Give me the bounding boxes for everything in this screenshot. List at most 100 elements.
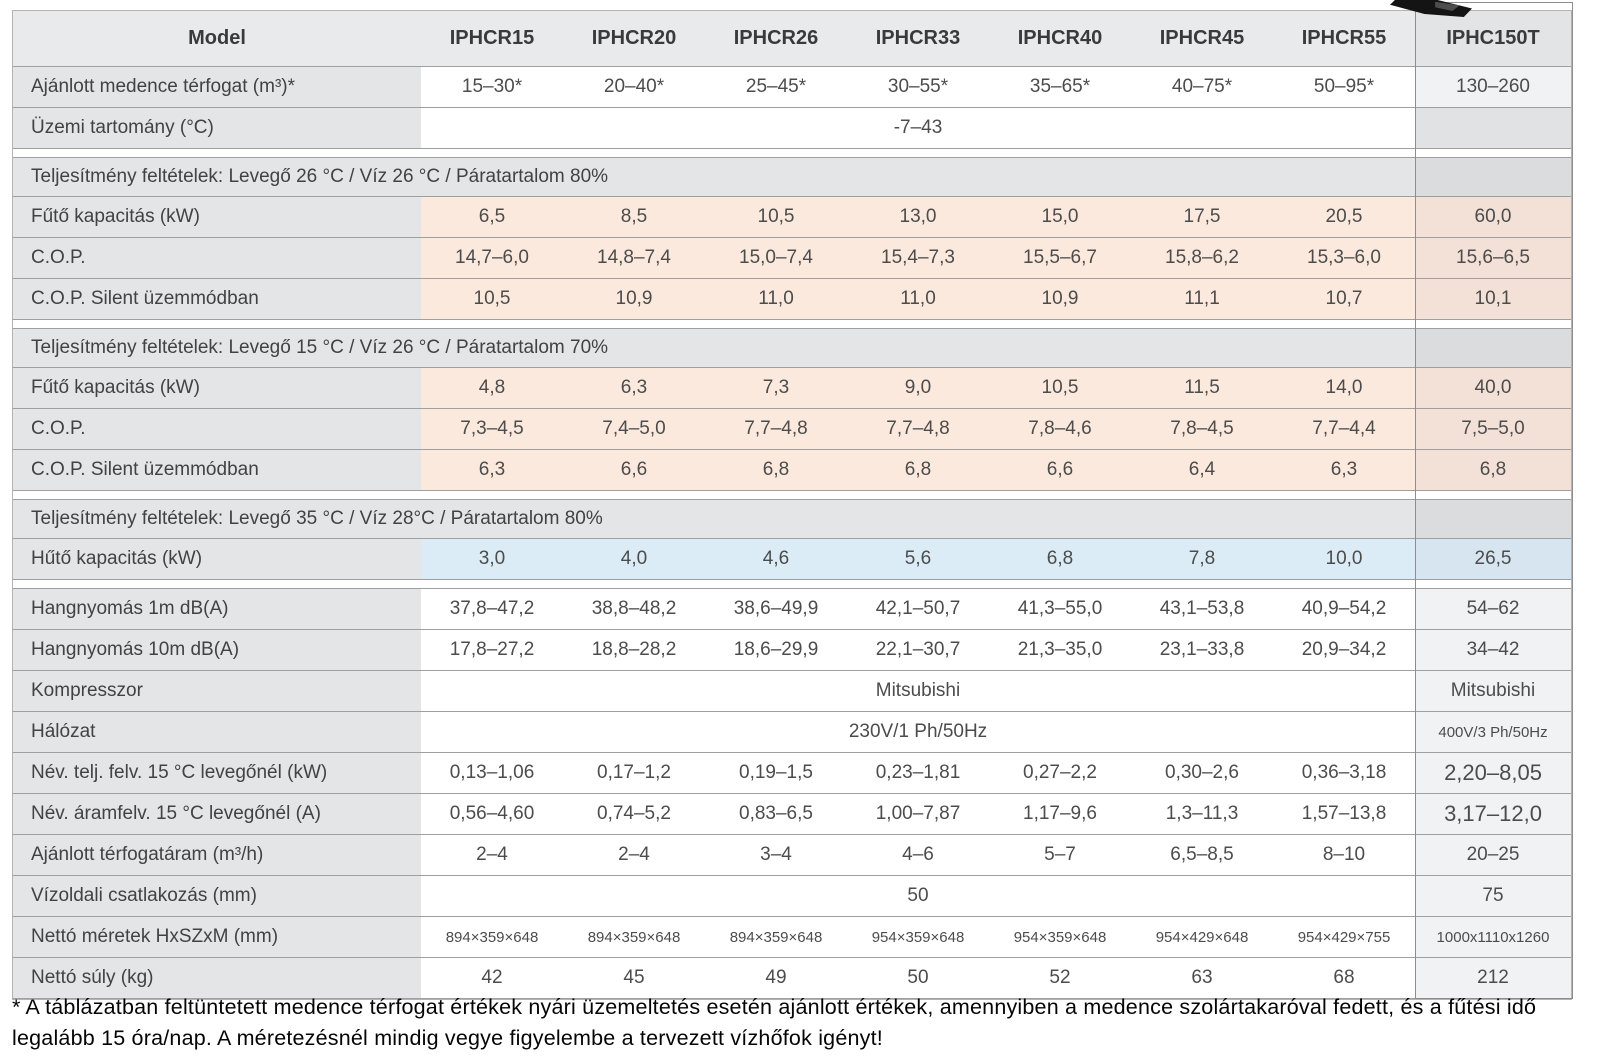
row-value: 6,4 [1131,450,1273,490]
row-value: 7,8 [1131,539,1273,579]
row-value: 15,0 [989,197,1131,237]
row-value: 17,5 [1131,197,1273,237]
row-value: 68 [1273,958,1415,998]
table-row: Kompresszor Mitsubishi Mitsubishi [13,671,1571,712]
row-value: 10,5 [421,279,563,319]
row-value: 15,8–6,2 [1131,238,1273,278]
row-label: Kompresszor [13,671,421,711]
table-row: Név. áramfelv. 15 °C levegőnél (A) 0,56–4… [13,794,1571,835]
row-value-iphc150t: 10,1 [1415,279,1571,319]
row-value: 41,3–55,0 [989,589,1131,629]
row-label: C.O.P. [13,409,421,449]
section-gap [13,580,1571,589]
row-value-iphc150t: 54–62 [1415,589,1571,629]
row-value: 43,1–53,8 [1131,589,1273,629]
row-value: 954×359×648 [989,917,1131,957]
row-value: 17,8–27,2 [421,630,563,670]
row-value: 42,1–50,7 [847,589,989,629]
column-header-iphc150t: IPHC150T [1415,11,1571,66]
row-label: Ajánlott térfogatáram (m³/h) [13,835,421,875]
row-value: 2–4 [421,835,563,875]
row-value: 1,3–11,3 [1131,794,1273,834]
column-header-iphcr33: IPHCR33 [847,11,989,66]
row-value: 21,3–35,0 [989,630,1131,670]
row-label: Fűtő kapacitás (kW) [13,368,421,408]
section-gap [13,149,1571,158]
table-row: Név. telj. felv. 15 °C levegőnél (kW) 0,1… [13,753,1571,794]
row-span-value: 230V/1 Ph/50Hz [421,712,1415,752]
row-value-iphc150t: 3,17–12,0 [1415,794,1571,834]
row-value: 5–7 [989,835,1131,875]
row-value: 0,17–1,2 [563,753,705,793]
row-value: 20–40* [563,67,705,107]
section-header-lastcol [1415,158,1571,196]
row-value: 5,6 [847,539,989,579]
row-value: 14,7–6,0 [421,238,563,278]
row-value-iphc150t: 15,6–6,5 [1415,238,1571,278]
row-value: 954×429×755 [1273,917,1415,957]
row-value: 50 [847,958,989,998]
row-value: 15,4–7,3 [847,238,989,278]
table-row: Ajánlott medence térfogat (m³)* 15–30* 20–… [13,67,1571,108]
column-header-model: Model [13,11,421,66]
row-label: Vízoldali csatlakozás (mm) [13,876,421,916]
row-value: 11,0 [705,279,847,319]
row-value: 6,3 [563,368,705,408]
row-value: 11,5 [1131,368,1273,408]
table-row: Hűtő kapacitás (kW) 3,0 4,0 4,6 5,6 6,8 7,8 10,… [13,539,1571,580]
table-row: Üzemi tartomány (°C) -7–43 [13,108,1571,149]
section-gap [13,320,1571,329]
section-header-lastcol [1415,500,1571,538]
row-value: 15,3–6,0 [1273,238,1415,278]
row-value: 11,0 [847,279,989,319]
section-header-lastcol [1415,329,1571,367]
row-value-iphc150t: Mitsubishi [1415,671,1571,711]
row-value: 40–75* [1131,67,1273,107]
row-label: Ajánlott medence térfogat (m³)* [13,67,421,107]
table-row: Nettó súly (kg) 42 45 49 50 52 63 68 212 [13,958,1571,999]
row-value: 25–45* [705,67,847,107]
row-value: 23,1–33,8 [1131,630,1273,670]
row-value: 6,8 [989,539,1131,579]
table-row: C.O.P. 7,3–4,5 7,4–5,0 7,7–4,8 7,7–4,8 7,8–4,… [13,409,1571,450]
row-value: 4,0 [563,539,705,579]
table-row: Ajánlott térfogatáram (m³/h) 2–4 2–4 3–4 4–6… [13,835,1571,876]
column-header-iphcr26: IPHCR26 [705,11,847,66]
row-value: 9,0 [847,368,989,408]
row-value: 35–65* [989,67,1131,107]
row-value: 0,27–2,2 [989,753,1131,793]
row-value: 10,9 [989,279,1131,319]
row-value: 0,19–1,5 [705,753,847,793]
table-row: Nettó méretek HxSZxM (mm) 894×359×648 894×… [13,917,1571,958]
row-value: 8,5 [563,197,705,237]
section-header-label: Teljesítmény feltételek: Levegő 35 °C / … [13,500,1415,538]
row-value: 7,8–4,6 [989,409,1131,449]
row-value: 0,36–3,18 [1273,753,1415,793]
row-value: 10,5 [989,368,1131,408]
row-value: 954×359×648 [847,917,989,957]
row-label: Üzemi tartomány (°C) [13,108,421,148]
column-header-iphcr40: IPHCR40 [989,11,1131,66]
row-value: 38,8–48,2 [563,589,705,629]
row-value-iphc150t: 26,5 [1415,539,1571,579]
row-label: Hálózat [13,712,421,752]
row-value-iphc150t: 2,20–8,05 [1415,753,1571,793]
row-value: 14,0 [1273,368,1415,408]
row-value: 20,9–34,2 [1273,630,1415,670]
row-value: 6,3 [1273,450,1415,490]
row-label: C.O.P. Silent üzemmódban [13,279,421,319]
row-value: 30–55* [847,67,989,107]
row-value: 894×359×648 [705,917,847,957]
row-value: 7,8–4,5 [1131,409,1273,449]
table-row: Hangnyomás 10m dB(A) 17,8–27,2 18,8–28,2 18… [13,630,1571,671]
row-value: 37,8–47,2 [421,589,563,629]
row-label: Név. áramfelv. 15 °C levegőnél (A) [13,794,421,834]
row-label: C.O.P. [13,238,421,278]
row-value: 0,74–5,2 [563,794,705,834]
row-value-iphc150t: 212 [1415,958,1571,998]
row-value: 22,1–30,7 [847,630,989,670]
row-label: Név. telj. felv. 15 °C levegőnél (kW) [13,753,421,793]
table-row: Fűtő kapacitás (kW) 6,5 8,5 10,5 13,0 15,0 17,… [13,197,1571,238]
row-value-iphc150t [1415,108,1571,148]
row-value-iphc150t: 75 [1415,876,1571,916]
